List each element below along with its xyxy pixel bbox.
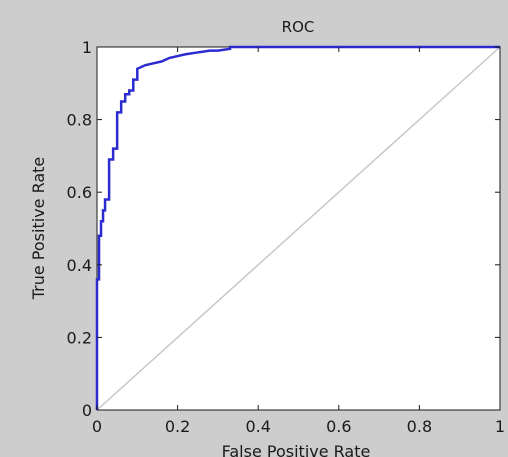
x-tick-label: 0.2	[165, 417, 190, 436]
y-tick-label: 0.6	[67, 183, 92, 202]
x-tick-label: 1	[495, 417, 505, 436]
roc-curve-line	[95, 45, 500, 410]
chart-title: ROC	[282, 18, 315, 36]
x-tick-label: 0.6	[326, 417, 351, 436]
y-tick-label: 0.4	[67, 256, 92, 275]
x-tick-label: 0.4	[245, 417, 270, 436]
y-tick-label: 0.2	[67, 328, 92, 347]
x-tick-label: 0	[92, 417, 102, 436]
series-layer	[95, 45, 501, 411]
y-tick-label: 0.8	[67, 111, 92, 130]
y-tick-label: 0	[82, 401, 92, 420]
y-axis-label: True Positive Rate	[29, 157, 48, 301]
ticks-layer: 0 0.2 0.4 0.6 0.8 1 0 0.2 0.4 0.6 0.8 1	[67, 38, 506, 436]
x-axis-label: False Positive Rate	[222, 442, 371, 457]
x-tick-label: 0.8	[407, 417, 432, 436]
chance-diagonal-line	[96, 46, 501, 411]
y-tick-label: 1	[82, 38, 92, 57]
